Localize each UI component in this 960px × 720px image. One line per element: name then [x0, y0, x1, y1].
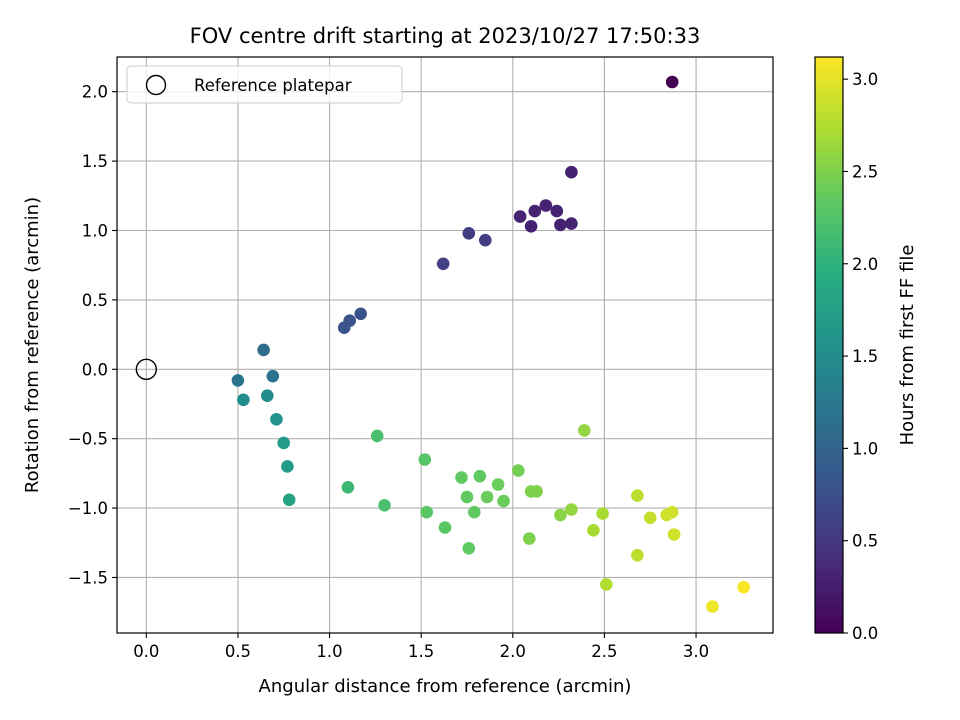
data-point	[539, 199, 553, 212]
y-tick-label: 0.0	[82, 360, 108, 379]
data-point	[554, 218, 567, 232]
data-point	[420, 505, 434, 519]
data-point	[460, 490, 474, 504]
data-point	[277, 436, 291, 450]
y-tick-label: −1.0	[68, 499, 108, 518]
data-point	[337, 321, 351, 335]
x-tick-label: 3.0	[683, 642, 709, 661]
colorbar-label: Hours from first FF file	[897, 245, 918, 446]
y-tick-label: 0.5	[82, 291, 108, 310]
x-tick-label: 0.0	[133, 642, 159, 661]
reference-point	[135, 358, 158, 380]
data-point	[737, 580, 750, 594]
data-point	[667, 528, 681, 541]
data-point	[231, 374, 245, 387]
data-point	[578, 424, 591, 437]
legend-entry-reference: Reference platepar	[194, 76, 352, 95]
data-point	[491, 478, 505, 491]
data-point	[565, 165, 578, 179]
data-point	[354, 307, 368, 321]
x-tick-label: 1.5	[408, 642, 434, 661]
data-point	[480, 490, 494, 504]
colorbar-tick-label: 0.5	[852, 532, 878, 551]
data-point	[473, 469, 487, 483]
x-axis-label: Angular distance from reference (arcmin)	[259, 676, 632, 697]
plot-frame	[116, 56, 774, 634]
grid	[117, 57, 773, 633]
data-point	[565, 217, 578, 230]
x-tick-label: 2.0	[500, 642, 526, 661]
data-point	[524, 220, 538, 233]
legend-box	[126, 65, 403, 104]
colorbar-tick-label: 0.0	[852, 624, 878, 643]
data-point	[438, 521, 452, 534]
data-point	[462, 542, 476, 555]
y-tick-label: −0.5	[68, 430, 108, 449]
data-point	[643, 511, 657, 525]
data-point	[631, 549, 644, 562]
data-point	[270, 413, 283, 426]
data-point	[665, 75, 679, 89]
data-point	[600, 578, 613, 591]
colorbar-ticks: 0.0 0.5 1.0 1.5 2.0 2.5 3.0	[843, 70, 878, 643]
x-axis-ticks: 0.0 0.5 1.0 1.5 2.0 2.5 3.0	[133, 633, 709, 661]
data-point	[706, 600, 719, 613]
data-point	[523, 532, 536, 545]
colorbar-tick-label: 2.0	[852, 255, 878, 274]
data-point	[281, 460, 294, 473]
data-point	[462, 227, 476, 240]
data-point	[530, 485, 543, 498]
colorbar-tick-label: 1.5	[852, 347, 878, 366]
data-point	[370, 429, 384, 443]
data-point	[587, 524, 600, 537]
data-point	[282, 493, 296, 507]
x-tick-label: 1.0	[316, 642, 342, 661]
data-points	[231, 75, 750, 613]
data-point	[596, 507, 609, 520]
data-point	[455, 471, 468, 484]
data-point	[266, 369, 280, 383]
reference-marker	[135, 358, 158, 380]
y-tick-label: −1.5	[68, 568, 108, 587]
y-tick-label: 1.5	[82, 152, 108, 171]
data-point	[512, 464, 525, 477]
y-tick-label: 1.0	[82, 221, 108, 240]
data-point	[418, 453, 432, 466]
data-point	[554, 508, 567, 522]
y-axis-ticks: −1.5 −1.0 −0.5 0.0 0.5 1.0 1.5 2.0	[68, 83, 117, 587]
data-point	[436, 257, 450, 271]
data-point	[565, 503, 578, 516]
data-point	[237, 393, 250, 407]
chart-title: FOV centre drift starting at 2023/10/27 …	[190, 24, 701, 48]
data-point	[665, 505, 679, 519]
data-point	[468, 505, 481, 519]
x-tick-label: 0.5	[225, 642, 251, 661]
colorbar-tick-label: 1.0	[852, 439, 878, 458]
data-point	[378, 499, 391, 512]
colorbar-gradient	[814, 56, 844, 634]
data-point	[528, 204, 542, 218]
data-point	[257, 343, 270, 357]
data-point	[261, 389, 274, 403]
y-tick-label: 2.0	[82, 83, 108, 102]
data-point	[550, 204, 564, 218]
data-point	[631, 489, 644, 502]
x-tick-label: 2.5	[591, 642, 617, 661]
colorbar: 0.0 0.5 1.0 1.5 2.0 2.5 3.0 Hours from first F…	[814, 56, 918, 643]
legend: Reference platepar	[126, 65, 403, 104]
data-point	[341, 481, 355, 494]
legend-reference-marker	[145, 74, 167, 96]
data-point	[513, 210, 527, 223]
colorbar-tick-label: 3.0	[852, 70, 878, 89]
data-point	[497, 494, 510, 508]
colorbar-tick-label: 2.5	[852, 162, 878, 181]
y-axis-label: Rotation from reference (arcmin)	[22, 197, 43, 493]
data-point	[479, 233, 492, 247]
